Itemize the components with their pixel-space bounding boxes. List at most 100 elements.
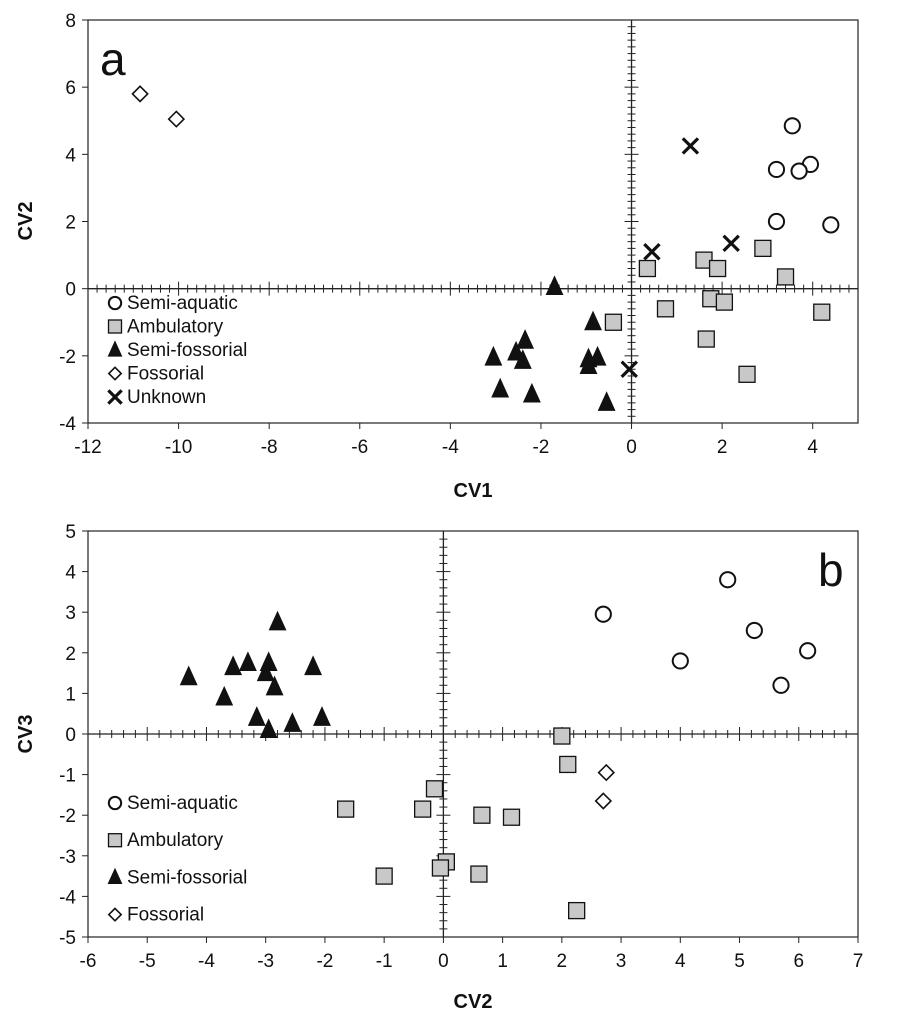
data-point-square	[559, 755, 577, 774]
data-point-triangle	[484, 345, 503, 366]
data-point-triangle	[579, 354, 598, 374]
data-point-diamond	[131, 85, 149, 103]
data-point-triangle	[268, 610, 287, 631]
data-point-square	[553, 727, 571, 745]
legend-marker-circle	[107, 795, 123, 811]
data-point-triangle	[179, 665, 198, 686]
x-tick-label: -6	[80, 951, 97, 972]
data-point-square	[638, 259, 657, 278]
data-point-square	[738, 365, 756, 383]
data-point-circle	[772, 676, 790, 694]
data-point-square	[715, 293, 734, 311]
x-tick-label: 2	[557, 951, 568, 972]
panel-letter: b	[818, 544, 844, 596]
series-semi-fossorial	[179, 610, 331, 738]
series-ambulatory	[604, 239, 831, 383]
y-tick-label: 5	[65, 522, 76, 543]
data-point-triangle	[283, 712, 302, 732]
data-point-square	[776, 268, 795, 286]
data-point-square	[414, 800, 432, 818]
data-point-diamond	[594, 792, 613, 810]
legend-label: Unknown	[127, 387, 206, 408]
panel-a: -12 -10 -8 -6 -4 -2 0 2 4 -4 -2 0 2 4 6 8 CV1 CV2 a Semi-aq…	[15, 11, 859, 502]
y-tick-label: -1	[59, 766, 76, 787]
x-tick-label: 1	[497, 951, 508, 972]
legend-label: Semi-aquatic	[127, 793, 238, 814]
data-point-triangle	[588, 345, 607, 366]
y-tick-label: 1	[65, 684, 76, 705]
data-point-triangle	[224, 655, 243, 676]
y-axis-title: CV2	[15, 202, 37, 241]
x-tick-label: 5	[734, 951, 745, 972]
data-point-square	[470, 865, 488, 883]
data-point-circle	[594, 605, 612, 623]
y-tick-label: 8	[65, 11, 76, 32]
y-tick-label: -2	[59, 806, 76, 827]
data-point-square	[431, 859, 450, 877]
data-point-triangle	[522, 382, 541, 403]
y-tick-label: -5	[59, 928, 76, 949]
data-point-square	[473, 806, 491, 824]
x-tick-label: -3	[257, 951, 274, 972]
data-point-circle	[799, 642, 817, 660]
x-tick-label: -4	[442, 437, 459, 458]
data-point-square	[568, 901, 586, 920]
data-point-circle	[783, 117, 801, 135]
data-point-triangle	[256, 661, 275, 682]
data-point-diamond	[597, 763, 616, 782]
data-point-triangle	[238, 651, 257, 672]
x-tick-label: 4	[807, 437, 818, 458]
legend-label: Fossorial	[127, 905, 204, 926]
y-tick-label: 0	[65, 725, 76, 746]
data-point-circle	[767, 212, 786, 231]
data-point-square	[375, 867, 393, 885]
legend-marker-triangle	[107, 867, 123, 885]
data-point-triangle	[513, 349, 532, 369]
y-axis-title: CV3	[15, 715, 37, 754]
x-tick-label: -2	[532, 437, 549, 458]
series-semi-aquatic	[594, 571, 817, 694]
x-tick-label: 7	[853, 951, 864, 972]
data-point-cross	[643, 242, 661, 261]
panel-b: -6 -5 -4 -3 -2 -1 0 1 2 3 4 5 6 7-5-4-3-2-1012345CV2C…	[15, 522, 863, 1013]
x-tick-label: -10	[165, 437, 192, 458]
series-ambulatory	[337, 727, 586, 920]
data-point-triangle	[584, 310, 602, 331]
data-point-circle	[719, 571, 737, 589]
legend: Semi-aquatic Ambulatory Semi-fossorial Foss…	[107, 793, 247, 926]
y-tick-label: 2	[65, 644, 76, 665]
y-tick-label: 6	[65, 78, 76, 99]
y-tick-label: -2	[59, 347, 76, 368]
data-point-square	[604, 313, 623, 331]
y-tick-label: 2	[65, 213, 76, 234]
data-point-triangle	[545, 275, 564, 296]
data-point-diamond	[167, 110, 186, 128]
x-axis-title: CV2	[454, 991, 493, 1013]
cross-stroke	[107, 389, 123, 405]
data-point-triangle	[265, 675, 284, 696]
legend-marker-diamond	[107, 907, 123, 922]
series-fossorial	[131, 85, 186, 128]
x-tick-label: -5	[139, 951, 156, 972]
data-point-square	[813, 303, 831, 321]
x-tick-label: -6	[351, 437, 368, 458]
cross-stroke	[681, 137, 700, 155]
legend-marker-triangle	[107, 340, 123, 357]
data-point-circle	[745, 621, 763, 640]
x-tick-label: 4	[675, 951, 686, 972]
series-unknown	[620, 137, 740, 378]
y-tick-label: 4	[65, 145, 76, 166]
legend-marker-diamond	[107, 366, 123, 381]
x-tick-label: -12	[74, 437, 101, 458]
data-point-triangle	[597, 391, 616, 411]
data-point-square	[754, 239, 772, 258]
data-point-triangle	[259, 718, 278, 738]
data-point-square	[656, 300, 675, 318]
panel-letter: a	[100, 33, 126, 85]
x-tick-label: 0	[626, 437, 637, 458]
x-tick-label: 6	[793, 951, 804, 972]
cross-stroke	[722, 234, 740, 253]
data-point-circle	[671, 652, 689, 670]
data-point-triangle	[313, 706, 331, 726]
x-tick-label: 2	[717, 437, 728, 458]
